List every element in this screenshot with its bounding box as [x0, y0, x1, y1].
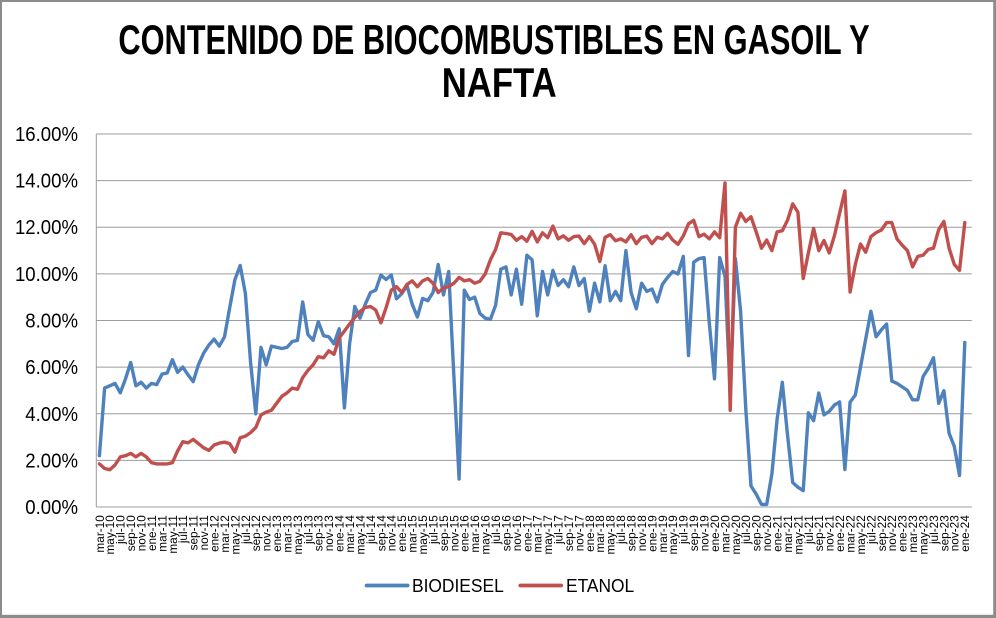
svg-text:BIODIESEL: BIODIESEL [412, 576, 504, 597]
svg-text:jul-17: jul-17 [552, 515, 566, 545]
svg-text:ene-20: ene-20 [708, 515, 722, 552]
svg-text:ene-21: ene-21 [771, 515, 785, 552]
svg-text:jul-23: jul-23 [927, 515, 941, 545]
svg-text:jul-12: jul-12 [239, 515, 253, 545]
svg-text:mar-22: mar-22 [844, 515, 858, 552]
svg-text:jul-15: jul-15 [426, 515, 440, 545]
svg-text:CONTENIDO DE BIOCOMBUSTIBLES E: CONTENIDO DE BIOCOMBUSTIBLES EN GASOIL Y [118, 16, 869, 63]
svg-text:jul-19: jul-19 [677, 515, 691, 545]
svg-text:may-10: may-10 [103, 515, 117, 555]
svg-text:mar-21: mar-21 [781, 515, 795, 552]
svg-text:jul-16: jul-16 [489, 515, 503, 545]
svg-text:jul-13: jul-13 [301, 515, 315, 545]
svg-text:6.00%: 6.00% [25, 358, 78, 380]
svg-text:may-21: may-21 [791, 515, 805, 554]
svg-text:nov-20: nov-20 [760, 515, 774, 552]
svg-text:ene-23: ene-23 [896, 515, 910, 552]
svg-text:may-14: may-14 [353, 515, 367, 555]
svg-text:12.00%: 12.00% [15, 218, 78, 240]
svg-text:may-20: may-20 [729, 515, 743, 555]
svg-text:mar-19: mar-19 [656, 515, 670, 552]
svg-text:mar-17: mar-17 [531, 515, 545, 552]
svg-text:14.00%: 14.00% [15, 171, 78, 193]
svg-text:sep-21: sep-21 [812, 515, 826, 551]
svg-text:sep-15: sep-15 [437, 515, 451, 552]
svg-text:ene-19: ene-19 [645, 515, 659, 552]
svg-text:NAFTA: NAFTA [442, 60, 557, 107]
svg-text:sep-16: sep-16 [499, 515, 513, 552]
svg-text:jul-11: jul-11 [176, 515, 190, 544]
svg-text:ene-22: ene-22 [833, 515, 847, 552]
svg-text:ene-18: ene-18 [583, 515, 597, 552]
svg-text:nov-12: nov-12 [260, 515, 274, 551]
svg-text:mar-20: mar-20 [718, 515, 732, 553]
svg-text:10.00%: 10.00% [15, 264, 78, 286]
svg-text:may-17: may-17 [541, 515, 555, 554]
svg-text:may-15: may-15 [416, 515, 430, 555]
svg-text:jul-22: jul-22 [864, 515, 878, 545]
svg-text:nov-14: nov-14 [385, 515, 399, 552]
svg-text:nov-23: nov-23 [948, 515, 962, 552]
svg-text:may-16: may-16 [479, 515, 493, 555]
svg-text:ene-13: ene-13 [270, 515, 284, 552]
svg-text:4.00%: 4.00% [25, 404, 78, 426]
svg-text:ene-14: ene-14 [333, 515, 347, 552]
svg-text:may-23: may-23 [917, 515, 931, 555]
svg-text:jul-18: jul-18 [614, 515, 628, 545]
svg-text:ene-11: ene-11 [145, 515, 159, 551]
svg-text:mar-11: mar-11 [155, 515, 169, 552]
svg-text:may-12: may-12 [228, 515, 242, 554]
svg-text:16.00%: 16.00% [15, 124, 78, 146]
svg-text:sep-20: sep-20 [750, 515, 764, 552]
svg-text:sep-19: sep-19 [687, 515, 701, 551]
svg-text:0.00%: 0.00% [25, 497, 78, 519]
svg-text:may-11: may-11 [166, 515, 180, 553]
svg-text:may-13: may-13 [291, 515, 305, 555]
svg-text:may-18: may-18 [604, 515, 618, 555]
svg-text:mar-10: mar-10 [93, 515, 107, 553]
svg-text:8.00%: 8.00% [25, 311, 78, 333]
svg-text:mar-23: mar-23 [906, 515, 920, 553]
svg-text:nov-18: nov-18 [635, 515, 649, 552]
svg-text:mar-16: mar-16 [468, 515, 482, 553]
svg-text:jul-20: jul-20 [739, 515, 753, 545]
svg-text:sep-10: sep-10 [124, 515, 138, 552]
svg-text:nov-19: nov-19 [698, 515, 712, 551]
svg-text:ene-12: ene-12 [208, 515, 222, 552]
svg-text:jul-10: jul-10 [114, 515, 128, 545]
svg-text:ETANOL: ETANOL [566, 576, 634, 597]
svg-text:sep-22: sep-22 [875, 515, 889, 551]
svg-text:mar-18: mar-18 [593, 515, 607, 553]
svg-text:ene-15: ene-15 [395, 515, 409, 552]
svg-text:nov-11: nov-11 [197, 515, 211, 550]
svg-text:nov-22: nov-22 [885, 515, 899, 551]
svg-text:mar-14: mar-14 [343, 515, 357, 553]
svg-text:nov-16: nov-16 [510, 515, 524, 552]
svg-text:nov-21: nov-21 [823, 515, 837, 551]
svg-text:mar-15: mar-15 [406, 515, 420, 553]
svg-text:ene-17: ene-17 [520, 515, 534, 552]
svg-text:mar-12: mar-12 [218, 515, 232, 552]
svg-text:2.00%: 2.00% [25, 451, 78, 473]
svg-text:jul-21: jul-21 [802, 515, 816, 545]
svg-text:sep-14: sep-14 [374, 515, 388, 552]
svg-text:may-22: may-22 [854, 515, 868, 554]
svg-text:nov-17: nov-17 [572, 515, 586, 551]
svg-text:nov-13: nov-13 [322, 515, 336, 552]
svg-text:sep-12: sep-12 [249, 515, 263, 551]
svg-text:may-19: may-19 [666, 515, 680, 554]
svg-text:ene-16: ene-16 [458, 515, 472, 552]
svg-text:mar-13: mar-13 [281, 515, 295, 553]
svg-text:sep-18: sep-18 [625, 515, 639, 552]
svg-text:ene-24: ene-24 [958, 515, 972, 552]
svg-text:sep-13: sep-13 [312, 515, 326, 552]
svg-text:jul-14: jul-14 [364, 515, 378, 545]
svg-text:sep-17: sep-17 [562, 515, 576, 551]
svg-text:sep-23: sep-23 [937, 515, 951, 552]
svg-text:nov-10: nov-10 [135, 515, 149, 552]
svg-text:nov-15: nov-15 [447, 515, 461, 552]
svg-text:sep-11: sep-11 [187, 515, 201, 550]
